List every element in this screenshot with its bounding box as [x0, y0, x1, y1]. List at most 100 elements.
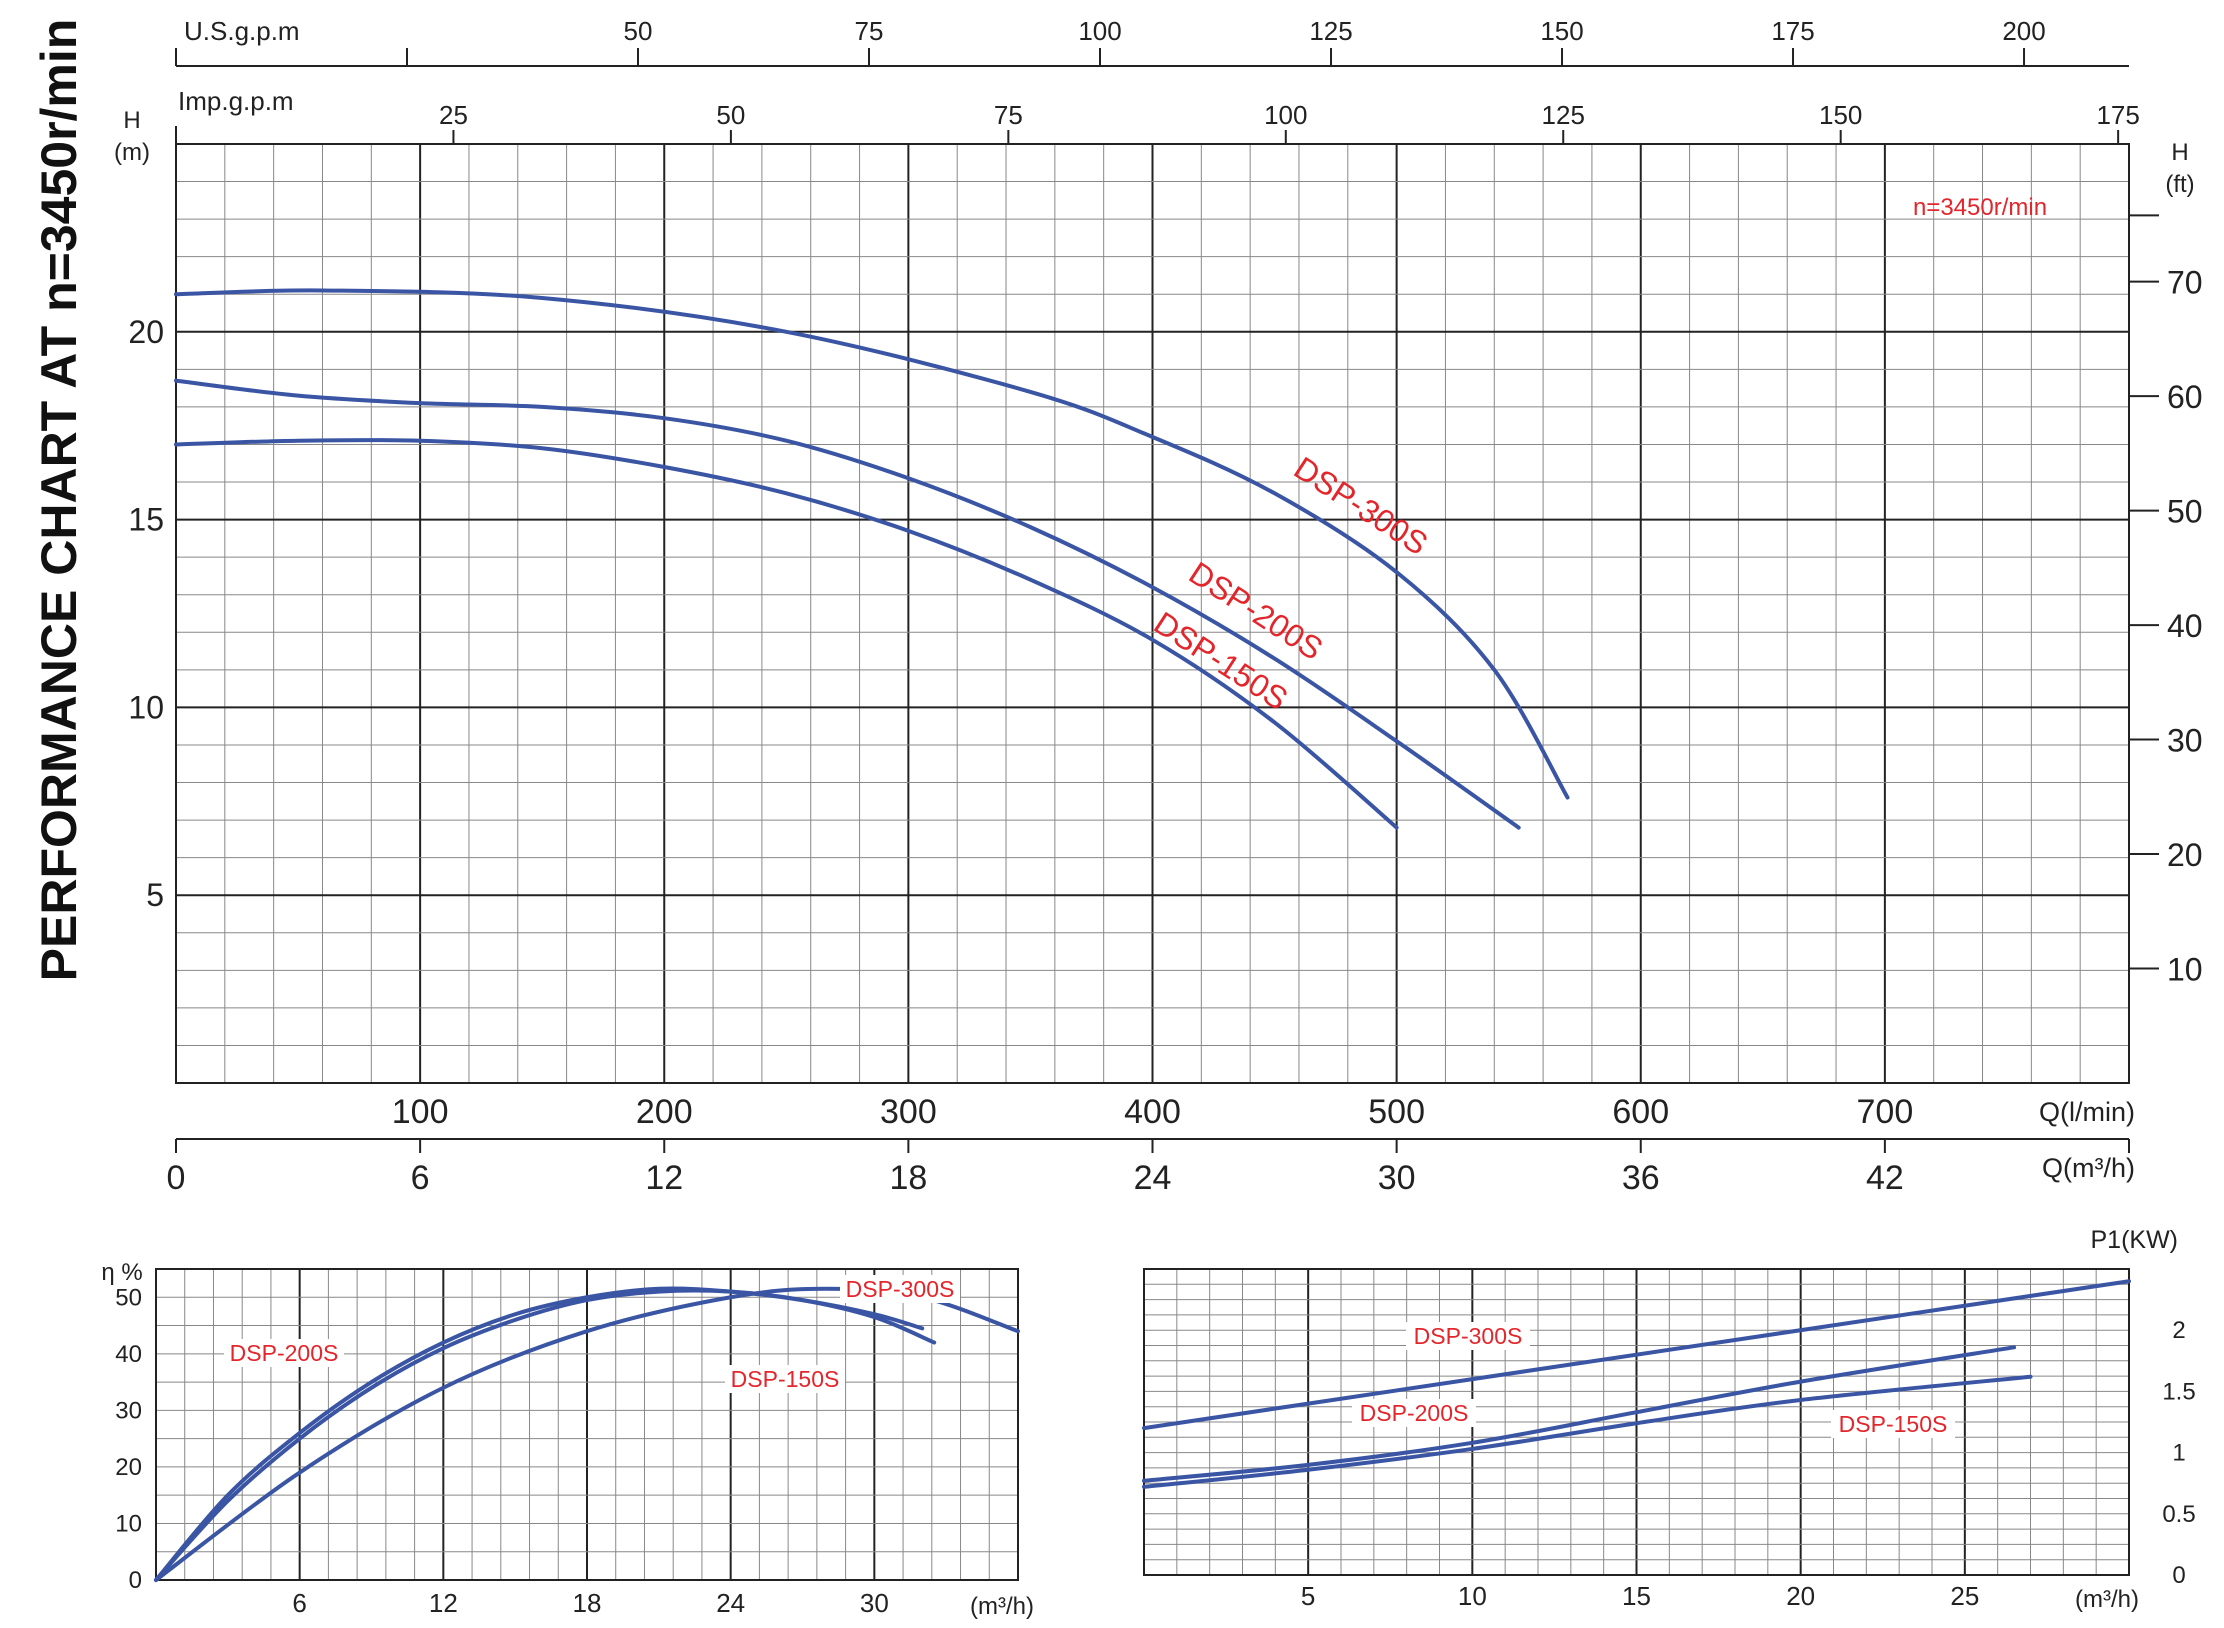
eff-y-tick-label: 30 [115, 1397, 142, 1424]
speed-note: n=3450r/min [1913, 194, 2047, 221]
eff-label-bg [725, 1365, 845, 1393]
eff-label-bg [224, 1339, 344, 1367]
pow-y-tick-label: 2 [2172, 1317, 2185, 1344]
x-tick-label-lpm: 400 [1124, 1093, 1181, 1131]
us-gpm-tick-label: 150 [1540, 16, 1583, 46]
y-tick-label-ft: 50 [2167, 494, 2203, 530]
eff-y-tick-label: 10 [115, 1510, 142, 1537]
eff-x-tick-label: 12 [429, 1588, 458, 1618]
x-tick-label-m3h: 0 [167, 1159, 186, 1197]
pow-y-tick-label: 1 [2172, 1440, 2185, 1467]
eff-chart-frame [155, 1268, 1019, 1581]
pow-series-label: DSP-300S [1414, 1323, 1523, 1349]
eff-x-tick-label: 18 [573, 1588, 602, 1618]
eff-x-tick-label: 30 [860, 1588, 889, 1618]
pow-label-bg [1831, 1410, 1955, 1438]
pow-x-tick-label: 25 [1950, 1581, 1979, 1611]
pow-curve-dsp-150s [1142, 1374, 2033, 1489]
pow-curve-dsp-200s [1142, 1345, 2017, 1483]
y-axis-unit-ft: (ft) [2165, 171, 2194, 198]
vertical-title: PERFORMANCE CHART AT n=3450r/min [0, 0, 120, 1000]
x-tick-label-m3h: 42 [1866, 1159, 1904, 1197]
eff-x-unit: (m³/h) [970, 1593, 1034, 1620]
y-tick-label-m: 15 [128, 502, 164, 538]
pow-x-unit: (m³/h) [2075, 1586, 2139, 1613]
imp-gpm-tick-label: 125 [1542, 100, 1585, 130]
eff-y-unit: η % [101, 1259, 142, 1286]
us-gpm-tick-label: 75 [855, 16, 884, 46]
pow-chart-frame [1143, 1268, 2130, 1576]
us-gpm-tick-label: 50 [624, 16, 653, 46]
eff-x-tick-label: 6 [292, 1588, 306, 1618]
eff-y-tick-label: 0 [129, 1567, 142, 1594]
pow-y-tick-label: 0.5 [2162, 1501, 2195, 1528]
us-gpm-tick-label: 200 [2002, 16, 2045, 46]
pow-x-tick-label: 20 [1786, 1581, 1815, 1611]
head-curve-dsp-150s [174, 438, 1399, 830]
pow-x-tick-label: 15 [1622, 1581, 1651, 1611]
x-tick-label-lpm: 700 [1857, 1093, 1914, 1131]
imp-gpm-tick-label: 75 [994, 100, 1023, 130]
y-tick-label-m: 20 [128, 314, 164, 350]
x-tick-label-m3h: 12 [645, 1159, 683, 1197]
y-axis-unit-h: H [123, 107, 140, 134]
pow-y-unit: P1(KW) [2091, 1226, 2179, 1254]
eff-series-label: DSP-300S [846, 1276, 955, 1302]
imp-gpm-tick-label: 50 [716, 100, 745, 130]
eff-y-tick-label: 40 [115, 1341, 142, 1368]
y-tick-label-ft: 40 [2167, 608, 2203, 644]
x-tick-label-lpm: 500 [1368, 1093, 1425, 1131]
pow-y-tick-label: 1.5 [2162, 1378, 2195, 1405]
x-tick-label-lpm: 200 [636, 1093, 693, 1131]
pow-label-bg [1406, 1322, 1530, 1350]
imp-gpm-tick-label: 175 [2096, 100, 2139, 130]
pow-curve-dsp-300s [1142, 1279, 2131, 1431]
imp-gpm-unit: Imp.g.p.m [178, 86, 294, 116]
pow-series-label: DSP-150S [1839, 1411, 1948, 1437]
eff-y-tick-label: 20 [115, 1454, 142, 1481]
imp-gpm-tick-label: 25 [439, 100, 468, 130]
vertical-title-text: PERFORMANCE CHART AT n=3450r/min [31, 19, 87, 982]
head-curve-dsp-300s [174, 288, 1570, 800]
pow-x-tick-label: 5 [1301, 1581, 1315, 1611]
y-tick-label-ft: 20 [2167, 837, 2203, 873]
x-tick-label-m3h: 18 [889, 1159, 927, 1197]
y-tick-label-ft: 30 [2167, 723, 2203, 759]
x-tick-label-m3h: 30 [1378, 1159, 1416, 1197]
head-chart-frame [175, 143, 2130, 1084]
imp-gpm-tick-label: 100 [1264, 100, 1307, 130]
pow-y-tick-label: 0 [2172, 1562, 2185, 1589]
x-tick-label-lpm: 100 [392, 1093, 449, 1131]
y-tick-label-ft: 60 [2167, 379, 2203, 415]
eff-y-tick-label: 50 [115, 1284, 142, 1311]
y-axis-unit-h-right: H [2171, 139, 2188, 166]
x-tick-label-m3h: 6 [411, 1159, 430, 1197]
imp-gpm-tick-label: 150 [1819, 100, 1862, 130]
x-tick-label-lpm: 600 [1612, 1093, 1669, 1131]
us-gpm-tick-label: 125 [1309, 16, 1352, 46]
x-axis-unit-m3h: Q(m³/h) [2042, 1153, 2135, 1183]
pow-series-label: DSP-200S [1360, 1400, 1469, 1426]
pow-label-bg [1352, 1399, 1476, 1427]
x-tick-label-lpm: 300 [880, 1093, 937, 1131]
y-tick-label-m: 5 [146, 877, 164, 913]
vertical-title-svg: PERFORMANCE CHART AT n=3450r/min [31, 19, 87, 982]
eff-label-bg [840, 1275, 960, 1303]
eff-series-label: DSP-150S [731, 1366, 840, 1392]
power-chart: 0 0.5 1 1.5 2 P1(KW) 5 10 15 20 25 (m³/h) DSP-300S DS… [1142, 1226, 2196, 1613]
head-curve-dsp-200s [174, 378, 1521, 830]
y-tick-label-m: 10 [128, 689, 164, 725]
y-tick-label-ft: 70 [2167, 265, 2203, 301]
eff-x-tick-label: 24 [716, 1588, 745, 1618]
us-gpm-tick-label: 100 [1078, 16, 1121, 46]
x-tick-label-m3h: 24 [1134, 1159, 1172, 1197]
x-tick-label-m3h: 36 [1622, 1159, 1660, 1197]
eff-curve-dsp-150s [154, 1288, 937, 1582]
eff-series-label: DSP-200S [230, 1340, 339, 1366]
us-gpm-unit: U.S.g.p.m [184, 16, 300, 46]
us-gpm-tick-label: 175 [1771, 16, 1814, 46]
x-axis-unit-lpm: Q(l/min) [2039, 1097, 2135, 1127]
